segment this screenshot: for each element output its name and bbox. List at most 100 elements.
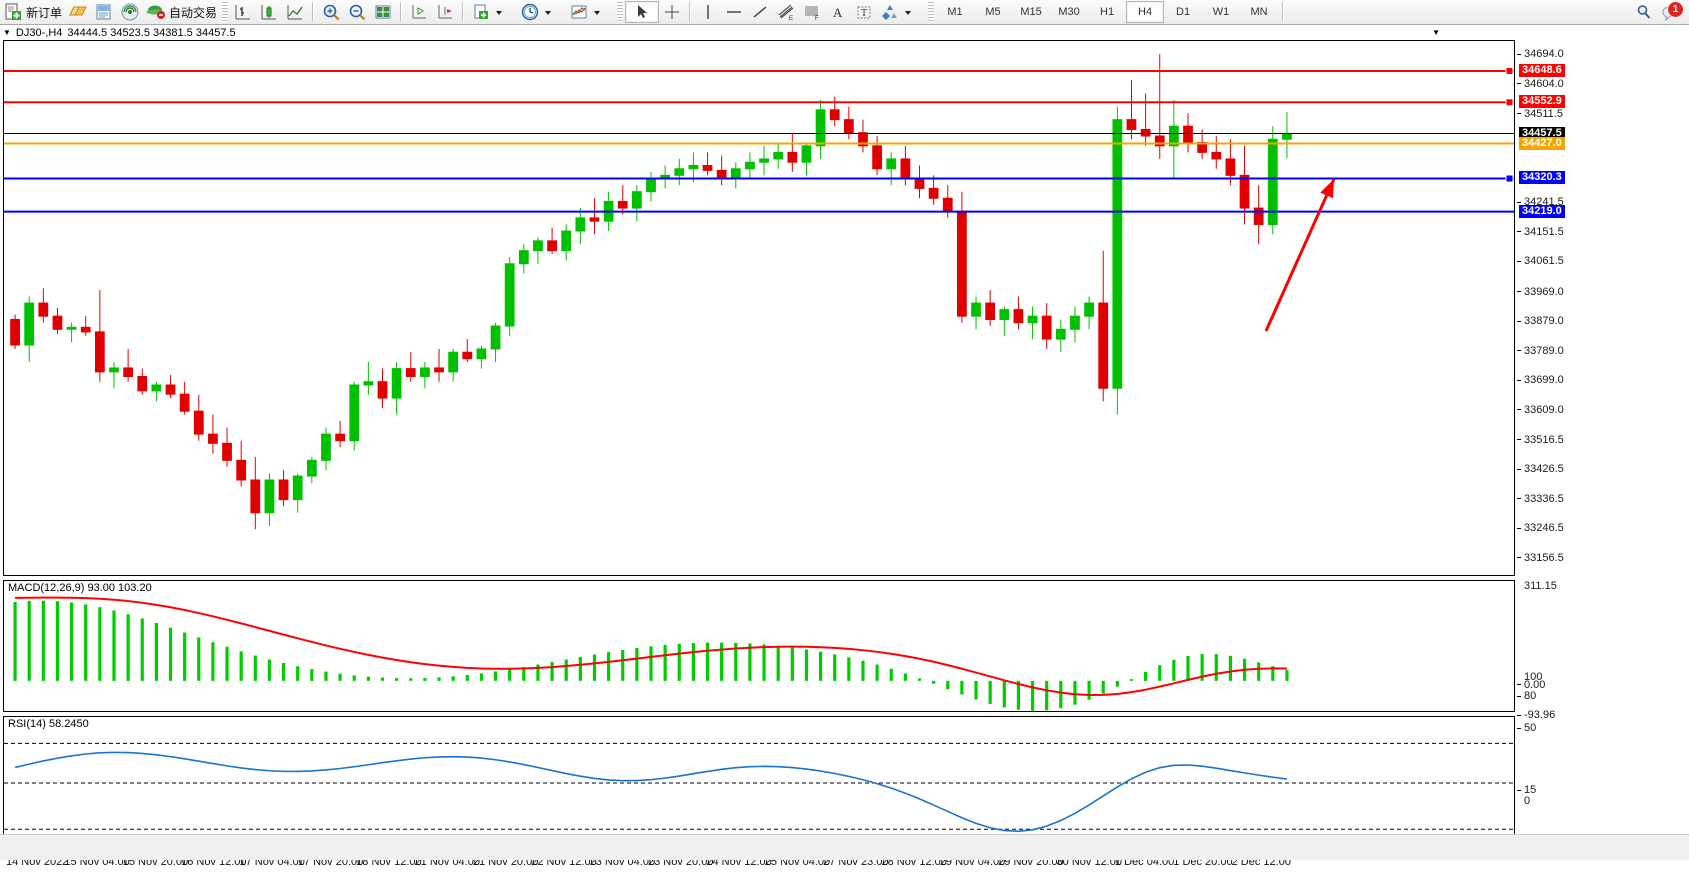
timeframe-h1[interactable]: H1 — [1100, 6, 1115, 18]
toolbar-grip-3[interactable] — [928, 2, 935, 22]
timeframe-m30[interactable]: M30 — [1058, 6, 1080, 18]
chart-container[interactable]: MACD(12,26,9) 93.00 103.20 RSI(14) 58.24… — [0, 40, 1689, 874]
rsi-scale-tick: 15 — [1517, 784, 1536, 796]
vline-button[interactable] — [695, 1, 721, 23]
timeframe-m15[interactable]: M15 — [1020, 6, 1042, 18]
print-preview-icon — [94, 2, 114, 22]
alert-badge: 1 — [1667, 1, 1684, 18]
price-level-label-bid-price[interactable]: 34427.0 — [1519, 136, 1565, 150]
crosshair-button[interactable] — [659, 1, 685, 23]
collapse-caret-icon[interactable]: ▼ — [3, 27, 11, 37]
alerts-button[interactable]: 1 — [1657, 1, 1684, 23]
zoom-in-icon — [321, 2, 341, 22]
search-icon — [1634, 2, 1654, 22]
scroll-caret-icon[interactable]: ▼ — [1432, 27, 1440, 37]
ohlc-values: 34444.5 34523.5 34381.5 34457.5 — [67, 26, 236, 39]
new-order-button[interactable]: 新订单 — [0, 1, 65, 23]
price-tick: 33336.5 — [1517, 493, 1564, 505]
text-icon: A — [828, 2, 848, 22]
price-level-label-resistance-lower[interactable]: 34552.9 — [1519, 95, 1565, 109]
price-tick: 34694.0 — [1517, 48, 1564, 60]
toolbar-separator-3 — [462, 2, 465, 22]
price-tick: 34511.5 — [1517, 108, 1563, 120]
chevron-down-icon[interactable] — [494, 2, 514, 22]
timeframe-w1[interactable]: W1 — [1212, 6, 1230, 18]
autoscroll-button[interactable] — [432, 1, 458, 23]
macd-series — [13, 596, 1289, 711]
macd-scale-tick: -93.96 — [1517, 709, 1555, 721]
crosshair-icon — [662, 2, 682, 22]
grid-button[interactable] — [370, 1, 396, 23]
chevron-down-icon-period[interactable] — [543, 2, 563, 22]
chevron-down-icon-indicators[interactable] — [592, 2, 612, 22]
price-tick: 33879.0 — [1517, 315, 1564, 327]
text-button[interactable]: A — [825, 1, 851, 23]
fibonacci-button[interactable]: F — [799, 1, 825, 23]
label-button[interactable]: T — [851, 1, 877, 23]
trendline-icon — [750, 2, 770, 22]
price-level-label-resistance-upper[interactable]: 34648.6 — [1519, 63, 1565, 77]
symbol-label: DJ30-,H4 — [15, 26, 63, 39]
price-tick: 33516.5 — [1517, 434, 1564, 446]
period-icon — [520, 2, 540, 22]
new-chart-button[interactable] — [468, 1, 517, 23]
timeframe-m1[interactable]: M1 — [947, 6, 963, 18]
period-button[interactable] — [517, 1, 566, 23]
cursor-button[interactable] — [625, 1, 660, 23]
shift-icon — [409, 2, 429, 22]
toolbar-grip[interactable] — [222, 2, 229, 22]
arrow-annotation[interactable] — [4, 41, 1514, 575]
auto-trading-button[interactable]: 自动交易 — [143, 1, 220, 23]
print-preview-button[interactable] — [91, 1, 117, 23]
line-chart-button[interactable] — [282, 1, 308, 23]
price-level-label-support-lower[interactable]: 34219.0 — [1519, 204, 1565, 218]
main-toolbar: 新订单 — [0, 0, 1689, 25]
price-level-label-support-upper[interactable]: 34320.3 — [1519, 171, 1565, 185]
price-scale[interactable]: 34648.6 34552.9 34457.5 34427.0 34320.3 34219… — [1517, 40, 1689, 850]
toolbar-grip-2[interactable] — [617, 2, 624, 22]
new-chart-icon — [471, 2, 491, 22]
indicators-button[interactable] — [566, 1, 615, 23]
line-chart-icon — [285, 2, 305, 22]
equidistant-channel-button[interactable]: E — [773, 1, 799, 23]
price-level-label-last-price[interactable]: 34457.5 — [1519, 126, 1565, 140]
macd-scale-tick: 311.15 — [1524, 580, 1557, 592]
zoom-in-button[interactable] — [318, 1, 344, 23]
toolbar-separator-4 — [689, 2, 692, 22]
price-tick: 33969.0 — [1517, 286, 1564, 298]
timeframe-mn[interactable]: MN — [1250, 6, 1268, 18]
search-button[interactable] — [1631, 1, 1657, 23]
price-pane[interactable] — [3, 40, 1515, 576]
rsi-series — [4, 742, 1514, 833]
candlestick-chart-button[interactable] — [256, 1, 282, 23]
hline-icon — [724, 2, 744, 22]
timeframe-m5[interactable]: M5 — [985, 6, 1001, 18]
indicators-icon — [569, 2, 589, 22]
shapes-button[interactable] — [877, 1, 926, 23]
svg-text:E: E — [789, 16, 793, 22]
toolbar-separator — [312, 2, 315, 22]
shift-button[interactable] — [406, 1, 432, 23]
zoom-out-icon — [347, 2, 367, 22]
auto-trading-icon — [146, 2, 166, 22]
timeframe-d1[interactable]: D1 — [1176, 6, 1191, 18]
svg-text:A: A — [833, 5, 843, 20]
signals-button[interactable] — [117, 1, 143, 23]
svg-text:T: T — [861, 8, 867, 19]
folder-button[interactable] — [65, 1, 91, 23]
autoscroll-icon — [435, 2, 455, 22]
timeframe-h4[interactable]: H4 — [1126, 1, 1165, 23]
rsi-pane[interactable]: RSI(14) 58.2450 — [3, 716, 1515, 850]
rsi-scale-tick: 0 — [1524, 795, 1531, 807]
hline-button[interactable] — [721, 1, 747, 23]
bar-chart-button[interactable] — [230, 1, 256, 23]
macd-pane[interactable]: MACD(12,26,9) 93.00 103.20 — [3, 580, 1515, 712]
svg-text:F: F — [815, 16, 819, 22]
trendline-button[interactable] — [747, 1, 773, 23]
candlestick-chart-icon — [259, 2, 279, 22]
zoom-out-button[interactable] — [344, 1, 370, 23]
toolbar-separator-5 — [1282, 2, 1285, 22]
price-tick: 34604.0 — [1517, 78, 1564, 90]
chevron-down-icon-shapes[interactable] — [903, 2, 923, 22]
